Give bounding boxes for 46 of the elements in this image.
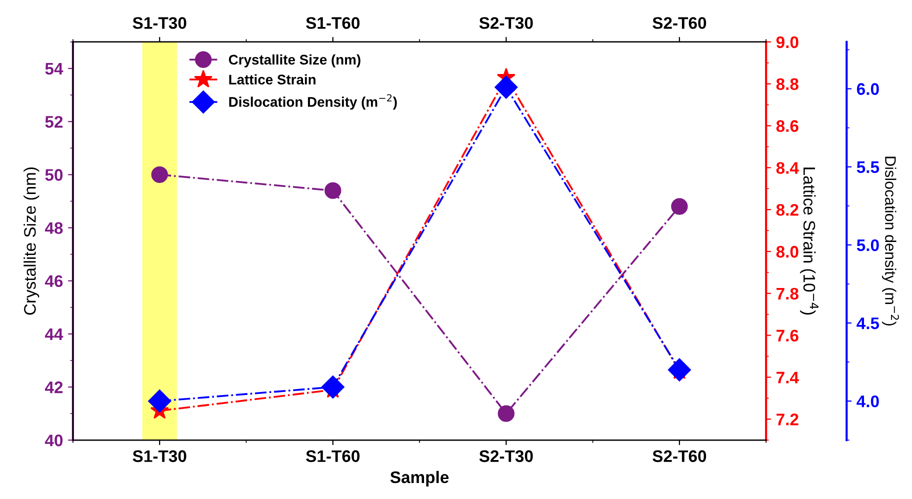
- x-tick-label: S1-T60: [306, 450, 360, 462]
- y2-tick-label: 8.8: [776, 78, 798, 90]
- y3-axis-title: Dislocation density (m$^{−2}$): [882, 156, 899, 326]
- y2-tick-label: 7.6: [776, 330, 798, 342]
- y-tick-label: 48: [44, 222, 63, 234]
- y2-tick-label: 7.8: [776, 288, 798, 300]
- category-label: S2-T30: [479, 17, 533, 29]
- x-tick-label: S2-T30: [479, 450, 533, 462]
- point: [324, 182, 342, 199]
- y3-tick-label: 6.0: [856, 83, 879, 95]
- y-tick-label: 42: [44, 381, 63, 394]
- point: [148, 390, 172, 413]
- point: [498, 405, 514, 422]
- point: [321, 376, 344, 399]
- legend-label: Lattice Strain: [229, 74, 316, 85]
- point: [494, 76, 518, 99]
- y-tick-label: 46: [44, 275, 63, 288]
- y-tick-label: 54: [45, 63, 64, 75]
- point: [151, 166, 168, 183]
- x-tick-label: S1-T30: [132, 450, 186, 462]
- y3-tick-label: 4.0: [856, 395, 879, 408]
- y2-tick-label: 8.4: [776, 162, 799, 174]
- y2-axis-title: Lattice Strain (10$^{−4}$): [800, 168, 818, 315]
- point: [668, 358, 691, 382]
- y-tick-label: 50: [45, 169, 63, 181]
- y2-tick-label: 8.6: [776, 120, 798, 132]
- y3-tick-label: 4.5: [856, 318, 880, 330]
- y2-tick-label: 8.0: [776, 246, 798, 258]
- text: S1-T30: [132, 17, 186, 29]
- category-label: S2-T60: [652, 17, 706, 29]
- y2-tick-label: 8.2: [776, 204, 798, 216]
- y2-tick-label: 9.0: [776, 36, 798, 48]
- x-tick-label: S2-T60: [652, 450, 706, 462]
- legend-label: Dislocation Density (m$^{−2}$): [229, 94, 397, 110]
- y-tick-label: 44: [44, 328, 64, 340]
- point: [671, 198, 688, 215]
- legend-label: Crystallite Size (nm): [228, 54, 360, 68]
- y-tick-label: 40: [44, 434, 63, 446]
- y3-tick-label: 5.0: [856, 239, 879, 252]
- y2-tick-label: 7.4: [776, 372, 799, 384]
- category-label: S1-T60: [306, 17, 360, 29]
- y3-tick-label: 5.5: [856, 161, 880, 174]
- y2-tick-label: 7.2: [776, 414, 798, 426]
- x-axis-title: Sample: [390, 470, 449, 486]
- y-tick-label: 52: [45, 116, 63, 128]
- y-axis-title: Crystallite Size (nm): [24, 168, 40, 315]
